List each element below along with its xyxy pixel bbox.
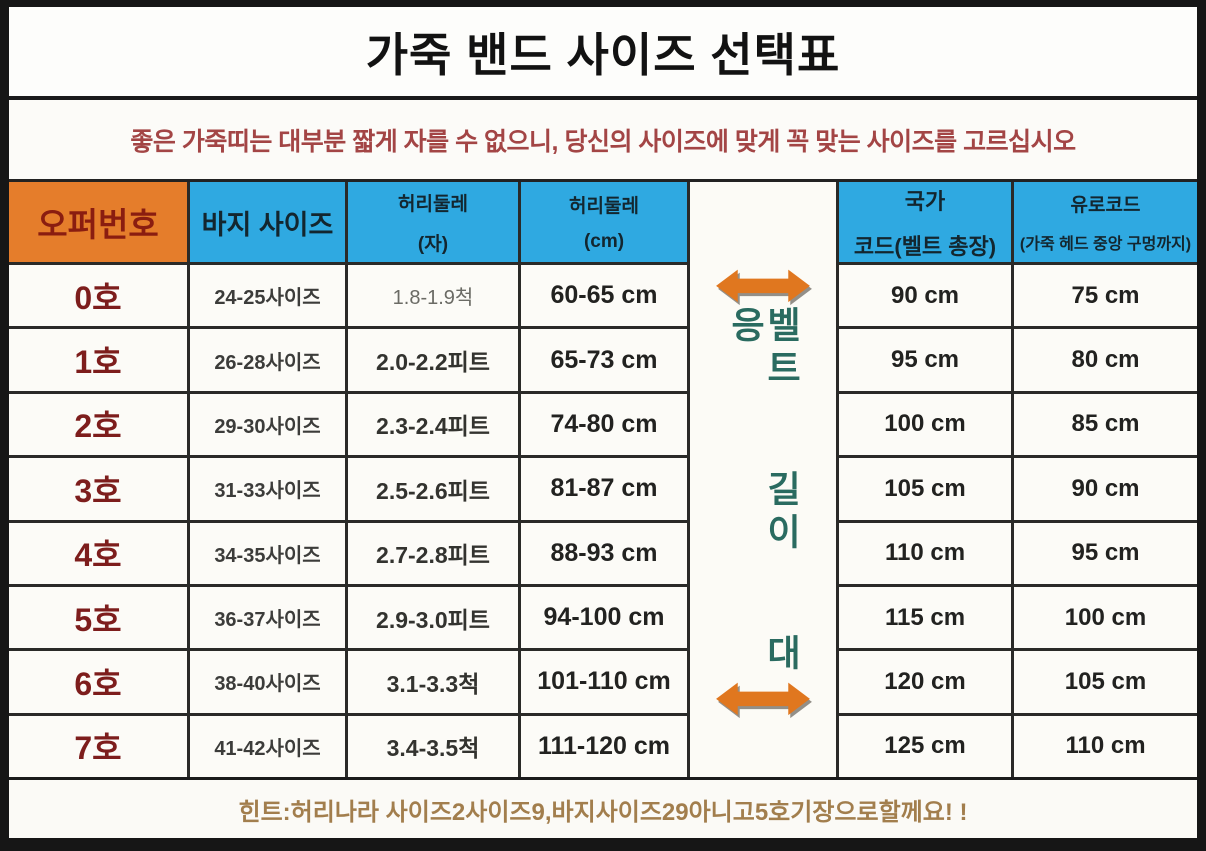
header-waist-cm-line2: (cm) (583, 231, 625, 252)
size-chart-content: 가죽 밴드 사이즈 선택표 좋은 가죽띠는 대부분 짧게 자를 수 없으니, 당… (9, 7, 1197, 838)
waist-cm-cell: 65-73 cm (521, 329, 687, 391)
header-pants-size-label: 바지 사이즈 (201, 209, 334, 240)
waist-ja-cell: 2.7-2.8피트 (348, 522, 518, 584)
national-code-cell: 120 cm (839, 651, 1011, 713)
waist-cm-cell: 88-93 cm (521, 522, 687, 584)
waist-ja-cell: 2.3-2.4피트 (348, 393, 518, 456)
hint-text: 힌트:허리나라 사이즈2사이즈9,바지사이즈29아니고5호기장으로할께요! ! (238, 798, 968, 826)
order-no-cell: 6호 (9, 651, 187, 713)
euro-code-cell: 110 cm (1014, 715, 1197, 777)
euro-code-cell: 95 cm (1014, 522, 1197, 584)
national-code-cell: 100 cm (839, 393, 1011, 456)
national-code-cell: 125 cm (839, 715, 1011, 777)
pants-size-cell: 31-33사이즈 (190, 458, 345, 520)
waist-ja-cell: 2.0-2.2피트 (348, 329, 518, 391)
euro-code-cell: 105 cm (1014, 651, 1197, 713)
order-no-cell: 1호 (9, 329, 187, 391)
order-no-cell: 5호 (9, 586, 187, 649)
waist-cm-cell: 74-80 cm (521, 393, 687, 456)
title-band: 가죽 밴드 사이즈 선택표 (9, 7, 1197, 100)
national-code-cell: 105 cm (839, 458, 1011, 520)
belt-length-vertical-label: 벨트 길이 대응 (725, 305, 802, 677)
waist-ja-cell: 2.9-3.0피트 (348, 586, 518, 649)
header-pants-size: 바지 사이즈 (190, 182, 345, 262)
order-no-cell: 0호 (9, 265, 187, 327)
waist-ja-cell: 3.4-3.5척 (348, 715, 518, 777)
pants-size-cell: 34-35사이즈 (190, 522, 345, 584)
order-no-cell: 4호 (9, 522, 187, 584)
header-waist-ja-line2: (자) (417, 233, 449, 255)
header-national-code: 국가 코드(벨트 총장) (839, 182, 1011, 262)
waist-cm-cell: 94-100 cm (521, 586, 687, 649)
euro-code-cell: 90 cm (1014, 458, 1197, 520)
waist-cm-cell: 60-65 cm (521, 265, 687, 327)
subtitle-warning-text: 좋은 가죽띠는 대부분 짧게 자를 수 없으니, 당신의 사이즈에 맞게 꼭 맞… (130, 127, 1076, 156)
subtitle-band: 좋은 가죽띠는 대부분 짧게 자를 수 없으니, 당신의 사이즈에 맞게 꼭 맞… (9, 100, 1197, 182)
waist-ja-cell: 1.8-1.9척 (348, 265, 518, 327)
page-title: 가죽 밴드 사이즈 선택표 (365, 28, 841, 81)
header-euro-code: 유로코드 (가죽 헤드 중앙 구멍까지) (1014, 182, 1197, 262)
national-code-cell: 115 cm (839, 586, 1011, 649)
hint-band: 힌트:허리나라 사이즈2사이즈9,바지사이즈29아니고5호기장으로할께요! ! (9, 780, 1197, 838)
header-national-line1: 국가 (904, 188, 946, 214)
size-table: 오퍼번호 바지 사이즈 허리둘레 (자) 허리둘레 (cm) 벨트 길이 대응 (9, 182, 1197, 780)
waist-ja-cell: 3.1-3.3척 (348, 651, 518, 713)
header-euro-line2: (가죽 헤드 중앙 구멍까지) (1019, 236, 1192, 253)
double-arrow-icon (716, 269, 810, 303)
waist-ja-cell: 2.5-2.6피트 (348, 458, 518, 520)
waist-cm-cell: 81-87 cm (521, 458, 687, 520)
national-code-cell: 110 cm (839, 522, 1011, 584)
pants-size-cell: 41-42사이즈 (190, 715, 345, 777)
order-no-cell: 3호 (9, 458, 187, 520)
pants-size-cell: 26-28사이즈 (190, 329, 345, 391)
order-no-cell: 2호 (9, 393, 187, 456)
euro-code-cell: 80 cm (1014, 329, 1197, 391)
header-order-no: 오퍼번호 (9, 182, 187, 262)
pants-size-cell: 38-40사이즈 (190, 651, 345, 713)
order-no-cell: 7호 (9, 715, 187, 777)
waist-cm-cell: 111-120 cm (521, 715, 687, 777)
header-waist-ja: 허리둘레 (자) (348, 182, 518, 262)
double-arrow-icon (716, 682, 810, 716)
euro-code-cell: 75 cm (1014, 265, 1197, 327)
national-code-cell: 90 cm (839, 265, 1011, 327)
pants-size-cell: 24-25사이즈 (190, 265, 345, 327)
header-waist-cm-line1: 허리둘레 (569, 196, 639, 217)
header-waist-cm: 허리둘레 (cm) (521, 182, 687, 262)
header-euro-line1: 유로코드 (1070, 195, 1141, 216)
belt-length-column: 벨트 길이 대응 (690, 182, 836, 777)
national-code-cell: 95 cm (839, 329, 1011, 391)
header-national-line2: 코드(벨트 총장) (853, 233, 997, 259)
waist-cm-cell: 101-110 cm (521, 651, 687, 713)
euro-code-cell: 85 cm (1014, 393, 1197, 456)
header-order-no-label: 오퍼번호 (37, 206, 159, 243)
euro-code-cell: 100 cm (1014, 586, 1197, 649)
pants-size-cell: 36-37사이즈 (190, 586, 345, 649)
header-waist-ja-line1: 허리둘레 (398, 193, 468, 215)
pants-size-cell: 29-30사이즈 (190, 393, 345, 456)
